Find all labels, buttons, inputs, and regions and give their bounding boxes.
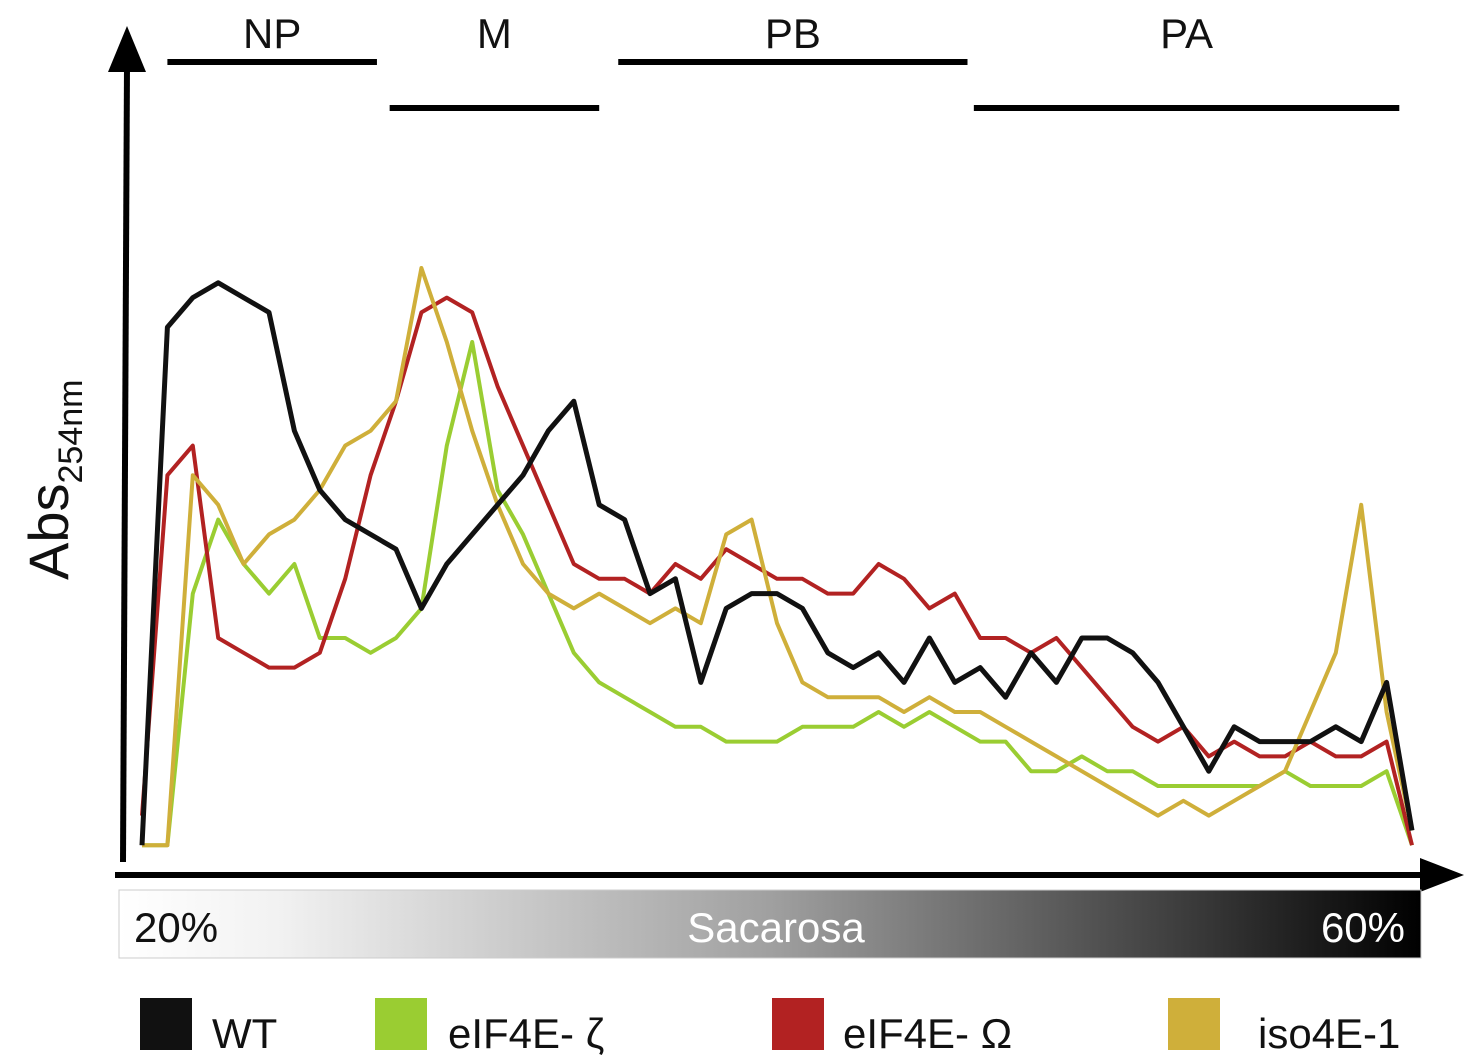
legend-label-2: eIF4E- ζ [448, 1010, 604, 1057]
x-axis-label: Sacarosa [687, 904, 865, 951]
x-axis [115, 858, 1464, 892]
legend-label-3: eIF4E- Ω [843, 1010, 1012, 1057]
region-label-pb: PB [765, 10, 821, 57]
legend-swatch-4 [1168, 998, 1220, 1050]
region-markers: NP M PB PA [167, 10, 1400, 111]
x-axis-arrow-icon [1420, 858, 1464, 892]
region-label-np: NP [243, 10, 301, 57]
legend-swatch-2 [375, 998, 427, 1050]
plot-area [139, 266, 1415, 848]
series-line-4 [142, 266, 1414, 848]
legend-label-4: iso4E-1 [1258, 1010, 1400, 1057]
y-axis [108, 26, 146, 863]
y-axis-label: Abs254nm [17, 380, 90, 580]
series-line-3 [140, 295, 1414, 846]
y-axis-label-main: Abs [17, 484, 80, 581]
legend-swatch-3 [772, 998, 824, 1050]
legend-swatch-1 [140, 998, 192, 1050]
gradient-end-label: 60% [1321, 904, 1405, 951]
sucrose-gradient: 20% Sacarosa 60% [118, 889, 1422, 959]
series-line-2 [142, 340, 1414, 848]
y-axis-label-subscript: 254nm [52, 380, 90, 484]
legend-label-1: WT [212, 1010, 277, 1057]
series-line-1 [139, 280, 1415, 846]
y-axis-line [120, 64, 130, 863]
legend: WT eIF4E- ζ eIF4E- Ω iso4E-1 [140, 998, 1400, 1057]
sucrose-gradient-bar [118, 889, 1422, 959]
region-label-pa: PA [1160, 10, 1213, 57]
y-axis-arrow-icon [108, 26, 146, 72]
gradient-start-label: 20% [134, 904, 218, 951]
region-label-m: M [477, 10, 512, 57]
